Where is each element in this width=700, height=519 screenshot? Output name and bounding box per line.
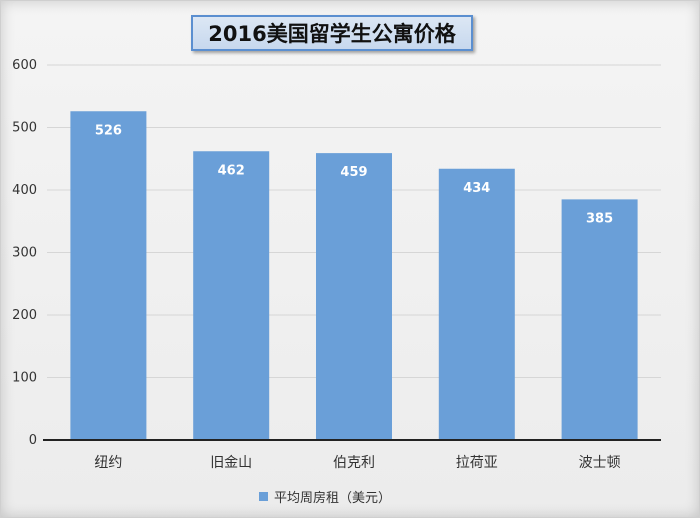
bar xyxy=(70,111,147,440)
y-axis-ticks: 0 100 200 300 400 500 600 xyxy=(12,58,37,448)
y-tick-label: 200 xyxy=(12,308,37,323)
y-tick-label: 600 xyxy=(12,58,37,73)
x-category-label: 波士顿 xyxy=(579,455,621,471)
data-label: 459 xyxy=(340,165,367,180)
y-tick-label: 100 xyxy=(12,371,37,386)
y-tick-label: 0 xyxy=(29,433,37,448)
data-label: 385 xyxy=(586,211,613,226)
data-label: 462 xyxy=(218,163,245,178)
chart-title: 2016美国留学生公寓价格 xyxy=(191,15,473,51)
data-label: 434 xyxy=(463,181,490,196)
x-category-label: 旧金山 xyxy=(210,455,252,471)
y-tick-label: 500 xyxy=(12,121,37,136)
legend-swatch xyxy=(259,491,268,501)
bar xyxy=(193,151,270,440)
bars xyxy=(70,111,638,440)
x-category-label: 纽约 xyxy=(94,455,122,471)
bar xyxy=(561,199,638,440)
bar xyxy=(316,153,392,440)
legend: 平均周房租（美元） xyxy=(259,485,391,507)
y-tick-label: 400 xyxy=(12,183,37,198)
data-label: 526 xyxy=(95,123,122,138)
x-category-label: 伯克利 xyxy=(333,455,375,471)
x-category-label: 拉荷亚 xyxy=(456,455,498,471)
data-labels: 526 462 459 434 385 xyxy=(95,123,613,226)
x-axis-categories: 纽约 旧金山 伯克利 拉荷亚 波士顿 xyxy=(94,455,620,471)
y-tick-label: 300 xyxy=(12,246,37,261)
bar xyxy=(438,168,515,440)
legend-label: 平均周房租（美元） xyxy=(274,490,392,506)
